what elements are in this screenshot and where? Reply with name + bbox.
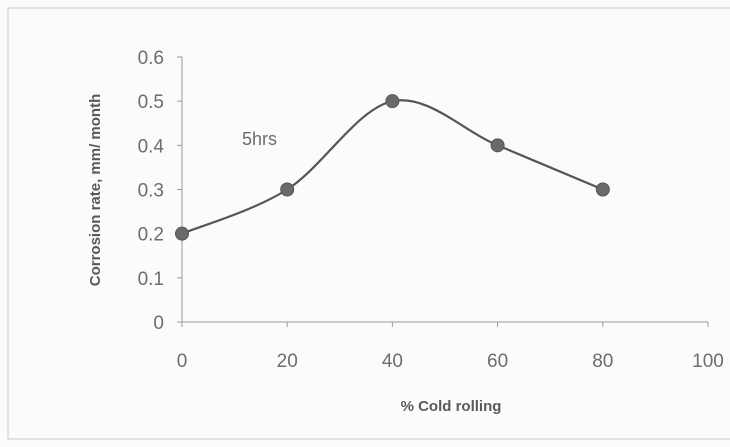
data-point-marker bbox=[490, 138, 505, 153]
y-tick-label: 0.2 bbox=[138, 225, 164, 246]
y-tick-label: 0.6 bbox=[138, 48, 164, 69]
data-point-marker bbox=[385, 94, 400, 109]
data-point-marker bbox=[595, 182, 610, 197]
x-tick-label: 20 bbox=[277, 351, 298, 372]
chart-border bbox=[7, 7, 730, 440]
annotation-label: 5hrs bbox=[242, 129, 277, 149]
x-axis-title: % Cold rolling bbox=[401, 398, 502, 415]
y-tick-label: 0 bbox=[153, 313, 164, 334]
x-tick-label: 0 bbox=[177, 351, 188, 372]
y-tick-label: 0.5 bbox=[138, 92, 164, 113]
y-tick-label: 0.3 bbox=[138, 181, 164, 202]
data-point-marker bbox=[175, 226, 189, 241]
x-tick-label: 40 bbox=[382, 351, 403, 372]
data-point-marker bbox=[280, 182, 295, 197]
y-tick-label: 0.4 bbox=[138, 136, 165, 157]
y-tick-label: 0.1 bbox=[138, 269, 164, 290]
x-tick-label: 60 bbox=[487, 351, 508, 372]
y-axis-title: Corrosion rate, mm/ month bbox=[87, 94, 104, 287]
series-line bbox=[181, 99, 604, 235]
x-tick-label: 80 bbox=[592, 351, 613, 372]
series-group bbox=[175, 94, 610, 241]
axes-group: 0 0.1 0.2 0.3 0.4 0.5 0.6 0 20 40 60 80 100 bbox=[138, 48, 724, 372]
x-tick-label: 100 bbox=[692, 351, 724, 372]
